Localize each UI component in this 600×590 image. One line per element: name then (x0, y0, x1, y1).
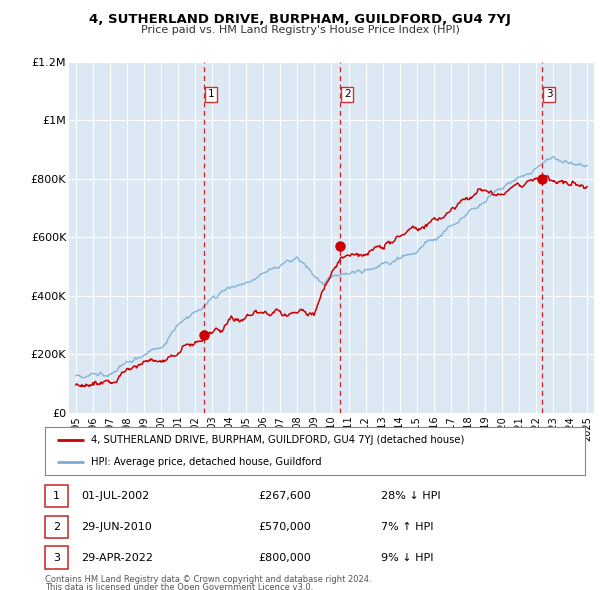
Text: Price paid vs. HM Land Registry's House Price Index (HPI): Price paid vs. HM Land Registry's House … (140, 25, 460, 35)
Text: 28% ↓ HPI: 28% ↓ HPI (381, 491, 440, 501)
Text: Contains HM Land Registry data © Crown copyright and database right 2024.: Contains HM Land Registry data © Crown c… (45, 575, 371, 584)
Text: This data is licensed under the Open Government Licence v3.0.: This data is licensed under the Open Gov… (45, 583, 313, 590)
Text: 1: 1 (208, 89, 214, 99)
Text: 3: 3 (546, 89, 553, 99)
Text: 9% ↓ HPI: 9% ↓ HPI (381, 553, 433, 562)
Text: 7% ↑ HPI: 7% ↑ HPI (381, 522, 433, 532)
Text: 4, SUTHERLAND DRIVE, BURPHAM, GUILDFORD, GU4 7YJ (detached house): 4, SUTHERLAND DRIVE, BURPHAM, GUILDFORD,… (91, 435, 464, 445)
Text: 29-APR-2022: 29-APR-2022 (81, 553, 153, 562)
Text: £267,600: £267,600 (258, 491, 311, 501)
Text: £800,000: £800,000 (258, 553, 311, 562)
Text: 2: 2 (344, 89, 350, 99)
Text: 29-JUN-2010: 29-JUN-2010 (81, 522, 152, 532)
Text: 1: 1 (53, 491, 60, 501)
Text: HPI: Average price, detached house, Guildford: HPI: Average price, detached house, Guil… (91, 457, 322, 467)
Text: 01-JUL-2002: 01-JUL-2002 (81, 491, 149, 501)
Text: 3: 3 (53, 553, 60, 562)
Text: £570,000: £570,000 (258, 522, 311, 532)
Text: 4, SUTHERLAND DRIVE, BURPHAM, GUILDFORD, GU4 7YJ: 4, SUTHERLAND DRIVE, BURPHAM, GUILDFORD,… (89, 13, 511, 26)
Text: 2: 2 (53, 522, 60, 532)
